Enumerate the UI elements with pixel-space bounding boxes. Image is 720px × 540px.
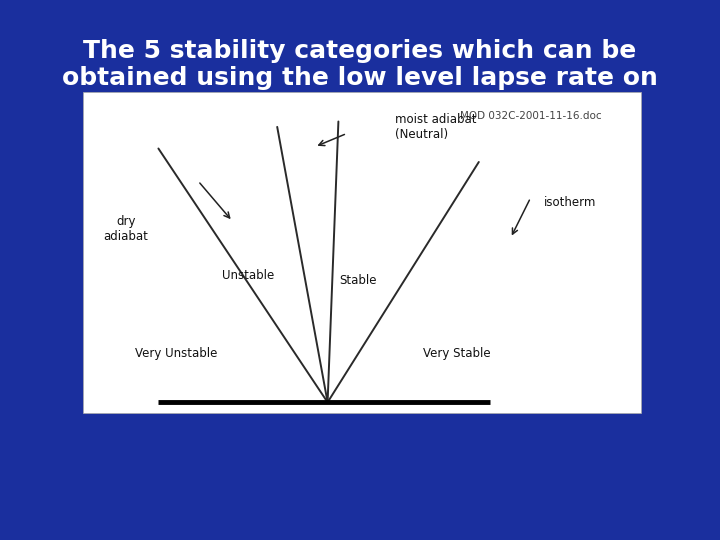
Text: obtained using the low level lapse rate on: obtained using the low level lapse rate … — [62, 66, 658, 90]
Text: a tephigram: a tephigram — [274, 93, 446, 117]
Text: moist adiabat
(Neutral): moist adiabat (Neutral) — [395, 113, 476, 141]
Text: isotherm: isotherm — [544, 196, 596, 209]
Text: The 5 stability categories which can be: The 5 stability categories which can be — [84, 39, 636, 63]
Text: Very Stable: Very Stable — [423, 347, 491, 360]
FancyBboxPatch shape — [83, 92, 641, 413]
Text: Unstable: Unstable — [222, 269, 274, 282]
Text: Very Unstable: Very Unstable — [135, 347, 217, 360]
Text: dry
adiabat: dry adiabat — [104, 215, 148, 244]
Text: MOD 032C-2001-11-16.doc: MOD 032C-2001-11-16.doc — [459, 111, 601, 121]
Text: Stable: Stable — [339, 274, 377, 287]
